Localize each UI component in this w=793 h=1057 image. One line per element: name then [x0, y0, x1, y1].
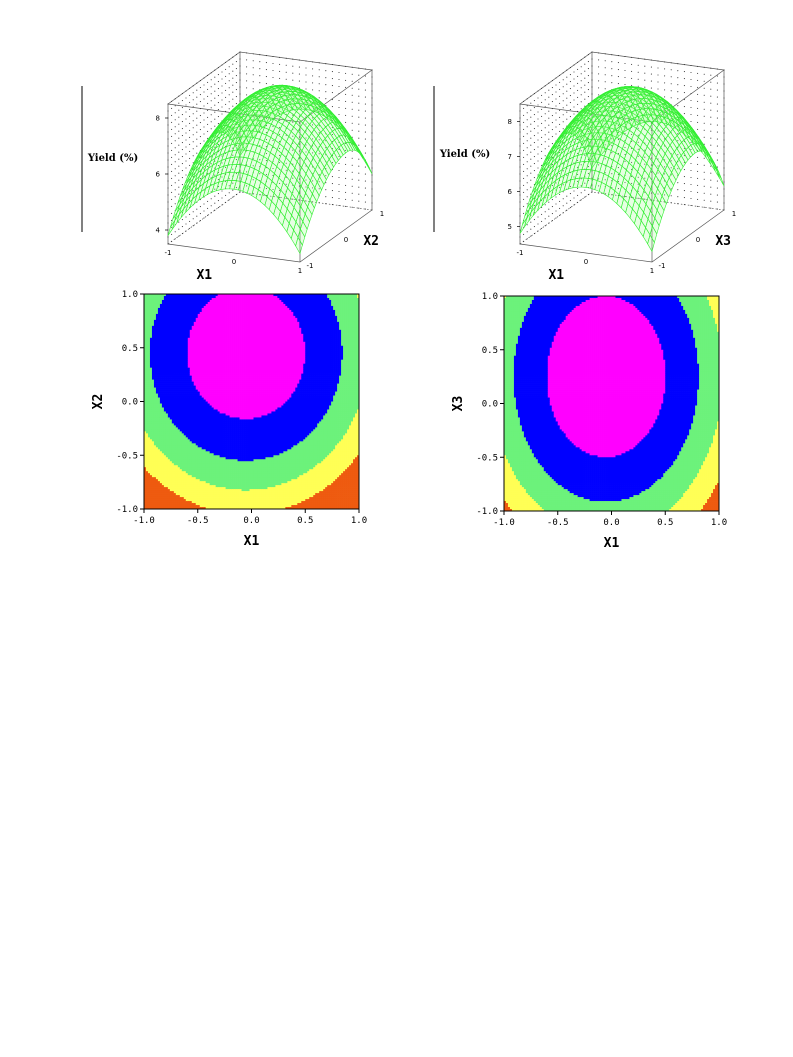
contour-plot-x1-x2: -1.0 -0.5 0.0 0.5 1.0 -1.0 -0.5 0.0 0.5 1.0 X1 X2: [84, 282, 384, 562]
x-tick-label: 0: [232, 258, 236, 266]
y-tick-label: 1.0: [482, 292, 498, 302]
x-tick-label: 0: [584, 258, 588, 266]
y-tick-label: -1.0: [116, 505, 138, 515]
box-bottom-edge: [167, 209, 373, 263]
contour-plot-x1-x2-svg: -1.0 -0.5 0.0 0.5 1.0 -1.0 -0.5 0.0 0.5 1.0 X1 X2: [91, 290, 367, 549]
y-tick-label: 1: [732, 210, 736, 218]
z-tick-label: 6: [508, 188, 513, 196]
wall-dot-grid: [519, 51, 725, 245]
surface-plot-x1-x3-svg: 5 6 7 8 -1 0 1 -1 0 1 X1 X3 Yield (%): [433, 51, 736, 283]
y-tick-label: 0: [344, 236, 348, 244]
z-axis-title: Yield (%): [87, 153, 138, 164]
y-tick-label: 0.5: [482, 346, 498, 356]
x-tick-label: -1.0: [133, 516, 155, 526]
y-tick-label: 0.0: [482, 400, 498, 410]
y-tick-label: -1: [659, 262, 666, 270]
x-tick-label: 1: [650, 267, 654, 275]
y-axis-title: X3: [715, 234, 731, 249]
z-tick-label: 5: [508, 223, 512, 231]
x-axis-title: X1: [604, 536, 620, 551]
z-tick-label: 4: [156, 227, 161, 235]
z-tick-label: 7: [508, 153, 512, 161]
y-tick-label: 1.0: [122, 290, 138, 300]
x-tick-label: 0.0: [603, 518, 619, 528]
x-tick-label: 0.0: [243, 516, 259, 526]
surface-mesh: [519, 86, 725, 253]
box-bottom-edge: [519, 209, 725, 263]
x-tick-label: 0.5: [297, 516, 313, 526]
surface-plot-x1-x3: 5 6 7 8 -1 0 1 -1 0 1 X1 X3 Yield (%): [432, 51, 736, 283]
contour-plot-x1-x3: -1.0 -0.5 0.0 0.5 1.0 -1.0 -0.5 0.0 0.5 1.0 X1 X3: [444, 284, 744, 564]
x-axis-title: X1: [244, 534, 260, 549]
z-tick-label: 8: [508, 118, 512, 126]
x-tick-label: -1: [517, 249, 524, 257]
x-tick-label: 1: [298, 267, 302, 275]
x-tick-label: -1: [165, 249, 172, 257]
y-axis-title: X2: [363, 234, 379, 249]
y-tick-label: -0.5: [116, 451, 138, 461]
y-tick-label: -1: [307, 262, 314, 270]
y-tick-label: 1: [380, 210, 384, 218]
y-tick-label: -0.5: [476, 453, 498, 463]
x-tick-label: 0.5: [657, 518, 673, 528]
z-tick-label: 6: [156, 171, 161, 179]
x-tick-label: -0.5: [187, 516, 209, 526]
x-tick-label: -1.0: [493, 518, 515, 528]
y-tick-label: 0.5: [122, 344, 138, 354]
y-tick-label: 0: [696, 236, 700, 244]
y-tick-label: -1.0: [476, 507, 498, 517]
x-axis-title: X1: [196, 268, 212, 283]
x-axis-title: X1: [548, 268, 564, 283]
y-axis-title: X2: [91, 394, 106, 410]
y-axis-title: X3: [451, 396, 466, 412]
surface-mesh: [167, 84, 373, 255]
contour-fill: [504, 296, 720, 512]
x-tick-label: -0.5: [547, 518, 569, 528]
y-tick-label: 0.0: [122, 398, 138, 408]
surface-plot-x1-x2-svg: 4 6 8 -1 0 1 -1 0 1 X1 X2 Yield (%): [81, 51, 384, 283]
contour-plot-x1-x3-svg: -1.0 -0.5 0.0 0.5 1.0 -1.0 -0.5 0.0 0.5 1.0 X1 X3: [451, 292, 727, 551]
contour-fill: [144, 294, 360, 510]
z-tick-label: 8: [156, 115, 160, 123]
x-tick-label: 1.0: [711, 518, 727, 528]
z-axis-title: Yield (%): [439, 149, 490, 160]
x-tick-label: 1.0: [351, 516, 367, 526]
surface-plot-x1-x2: 4 6 8 -1 0 1 -1 0 1 X1 X2 Yield (%): [80, 51, 384, 283]
